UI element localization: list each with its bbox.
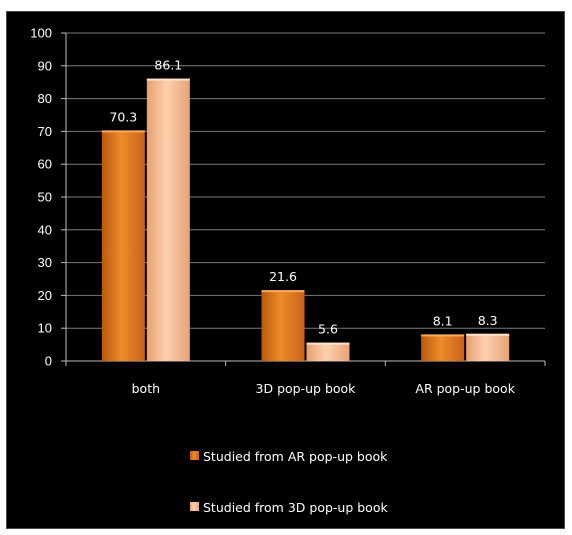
chart-panel: [6, 11, 565, 529]
y-tick-label: 60: [38, 157, 52, 172]
axes: 0 10 20 30 40 50 60 70 80 90 100 both 3D pop-up book…: [30, 26, 546, 396]
y-tick-label: 20: [38, 288, 52, 303]
bar-top-highlight: [466, 333, 510, 336]
y-tick-label: 10: [38, 321, 52, 336]
bar-ar-2: [421, 334, 465, 361]
legend-swatch: [190, 502, 199, 511]
legend: Studied from AR pop-up book Studied from …: [190, 449, 388, 515]
y-tick-label: 70: [38, 124, 52, 139]
y-tick-label: 90: [38, 58, 52, 73]
data-label: 21.6: [269, 269, 297, 284]
bar-top-highlight: [146, 78, 190, 81]
data-labels: 70.3 86.1 21.6 5.6 8.1 8.3: [109, 58, 497, 337]
y-tick-label: 50: [38, 190, 52, 205]
bars: [101, 78, 510, 361]
bar-top-highlight: [421, 334, 465, 337]
bar-top-highlight: [306, 342, 350, 345]
bar-3d-2: [466, 333, 510, 361]
data-label: 70.3: [109, 109, 137, 124]
legend-swatch: [190, 451, 199, 460]
y-tick-label: 40: [38, 222, 52, 237]
data-label: 8.3: [478, 313, 498, 328]
gridlines: [66, 32, 545, 329]
data-label: 8.1: [433, 313, 453, 328]
y-tick-label: 0: [45, 354, 52, 369]
data-label: 86.1: [154, 58, 182, 73]
bar-top-highlight: [261, 290, 305, 293]
y-tick-label: 30: [38, 255, 52, 270]
bar-ar-1: [261, 290, 305, 361]
y-tick-label: 100: [30, 26, 52, 41]
bar-top-highlight: [101, 130, 145, 133]
x-category-label: both: [132, 381, 160, 396]
bar-3d-0: [146, 78, 190, 361]
legend-label: Studied from AR pop-up book: [203, 449, 388, 464]
bar-ar-0: [101, 130, 145, 361]
data-label: 5.6: [318, 322, 338, 337]
x-category-label: AR pop-up book: [415, 381, 515, 396]
legend-label: Studied from 3D pop-up book: [203, 500, 388, 515]
bar-3d-1: [306, 342, 350, 361]
y-tick-label: 80: [38, 91, 52, 106]
x-category-label: 3D pop-up book: [256, 381, 357, 396]
